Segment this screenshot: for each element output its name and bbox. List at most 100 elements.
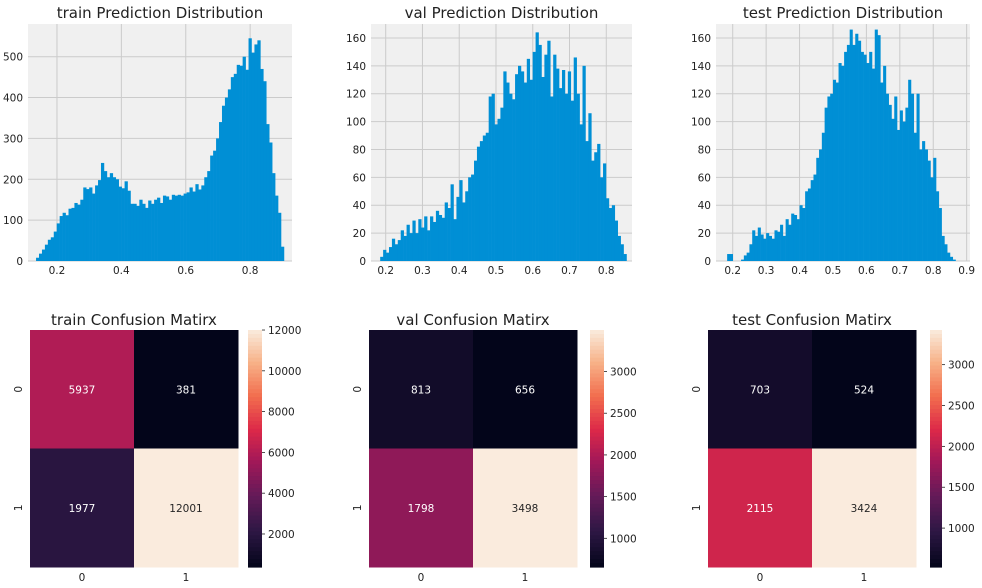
histogram-bar [468, 177, 472, 261]
colorbar-segment [590, 412, 604, 418]
colorbar-segment [930, 559, 942, 564]
histogram-bar [938, 208, 942, 261]
histogram-bar [866, 63, 870, 261]
x-tick-label: 0.8 [925, 265, 942, 277]
histogram-bar [112, 177, 117, 261]
histogram-bar [260, 68, 264, 261]
cell-value-label: 703 [750, 384, 770, 396]
colorbar-segment [590, 357, 604, 363]
histogram-bar [869, 51, 873, 261]
colorbar-segment [248, 424, 262, 430]
histogram-bar [447, 208, 451, 261]
colorbar-segment [930, 456, 942, 461]
colorbar-segment [248, 563, 262, 568]
histogram-bar [605, 198, 610, 261]
colorbar-segment [930, 488, 942, 493]
y-tick-label: 0 [352, 386, 364, 393]
x-tick-label: 0.6 [858, 265, 875, 277]
histogram-bar [165, 196, 170, 261]
histogram-bar [213, 150, 217, 261]
x-tick-label: 0.6 [177, 265, 194, 277]
colorbar-segment [930, 555, 942, 560]
histogram-bar [813, 174, 817, 261]
colorbar-segment [590, 381, 604, 386]
histogram-bar [36, 257, 40, 261]
cell-value-label: 1977 [69, 503, 96, 515]
colorbar-segment [590, 499, 604, 505]
colorbar-segment [590, 369, 604, 375]
histogram-bar [145, 207, 149, 261]
histogram-bar [844, 51, 848, 261]
histogram-bar [594, 152, 598, 261]
colorbar-tick-label: 3000 [610, 367, 637, 379]
y-tick-label: 160 [346, 33, 366, 45]
histogram-bar [103, 171, 108, 261]
histogram-bar [236, 64, 240, 262]
histogram-bar [77, 204, 81, 261]
histogram-bar [888, 104, 892, 261]
colorbar-tick-label: 2500 [610, 408, 637, 420]
colorbar-segment [248, 480, 262, 485]
colorbar-segment [590, 405, 604, 410]
histogram-bar [802, 208, 806, 261]
histogram-bar [136, 205, 140, 261]
colorbar-segment [590, 361, 604, 367]
colorbar-segment [590, 393, 604, 398]
colorbar-segment [590, 337, 604, 343]
histogram-bar [403, 235, 407, 261]
histogram-bar [503, 71, 507, 262]
histogram-bar [388, 247, 393, 261]
histogram-bar [106, 177, 111, 261]
x-tick-label: 0 [418, 572, 425, 584]
histogram-bar [544, 54, 548, 261]
colorbar-segment [930, 523, 942, 529]
histogram-bar [749, 244, 753, 261]
x-tick-label: 0.2 [724, 265, 741, 277]
histogram-bar [415, 233, 419, 261]
histogram-bar [266, 124, 270, 262]
colorbar-segment [248, 527, 262, 533]
colorbar-segment [590, 389, 604, 394]
histogram-bar [855, 33, 859, 262]
colorbar: 1000 1500 2000 2500 3000 [930, 330, 975, 568]
histogram-bar [482, 135, 487, 261]
histogram-bar [573, 57, 577, 261]
histogram-bar [788, 224, 792, 261]
histogram-bar [281, 246, 285, 261]
heatmap-panel-2: 703 524 2115 3424 0 1 0 1 test Confusion Matirx 1… [691, 311, 975, 584]
x-tick-label: 0.3 [758, 265, 775, 277]
colorbar-segment [248, 357, 262, 363]
colorbar-tick-label: 6000 [268, 447, 295, 459]
histogram-bar [846, 44, 850, 261]
colorbar-segment [248, 543, 262, 548]
colorbar-tick-label: 12000 [268, 325, 301, 337]
colorbar-segment [930, 539, 942, 544]
histogram-bar [171, 194, 176, 261]
heatmap-cell [369, 330, 474, 449]
colorbar-segment [248, 559, 262, 564]
colorbar-segment [590, 330, 604, 335]
histogram-bar [465, 191, 469, 261]
histogram-bar [520, 71, 525, 262]
colorbar-segment [930, 480, 942, 485]
colorbar-segment [248, 389, 262, 394]
colorbar-segment [248, 341, 262, 347]
colorbar-segment [930, 393, 942, 398]
histogram-bar [456, 196, 460, 261]
histogram-bar [151, 203, 155, 261]
histogram-bar [741, 259, 745, 261]
histogram-bar [517, 65, 522, 261]
x-tick-label: 0.4 [451, 265, 468, 277]
colorbar-segment [930, 547, 942, 552]
histogram-bar [386, 252, 390, 261]
histogram-bar [491, 93, 495, 262]
histogram-bar [944, 244, 948, 261]
colorbar-tick-label: 4000 [268, 488, 295, 500]
histogram-bar [474, 160, 478, 261]
histogram-bar [936, 191, 940, 261]
histogram-bar [245, 69, 249, 261]
x-tick-label: 0.9 [958, 265, 975, 277]
histogram-bar [83, 187, 87, 261]
cell-value-label: 656 [515, 384, 535, 396]
histogram-bar [567, 71, 572, 262]
